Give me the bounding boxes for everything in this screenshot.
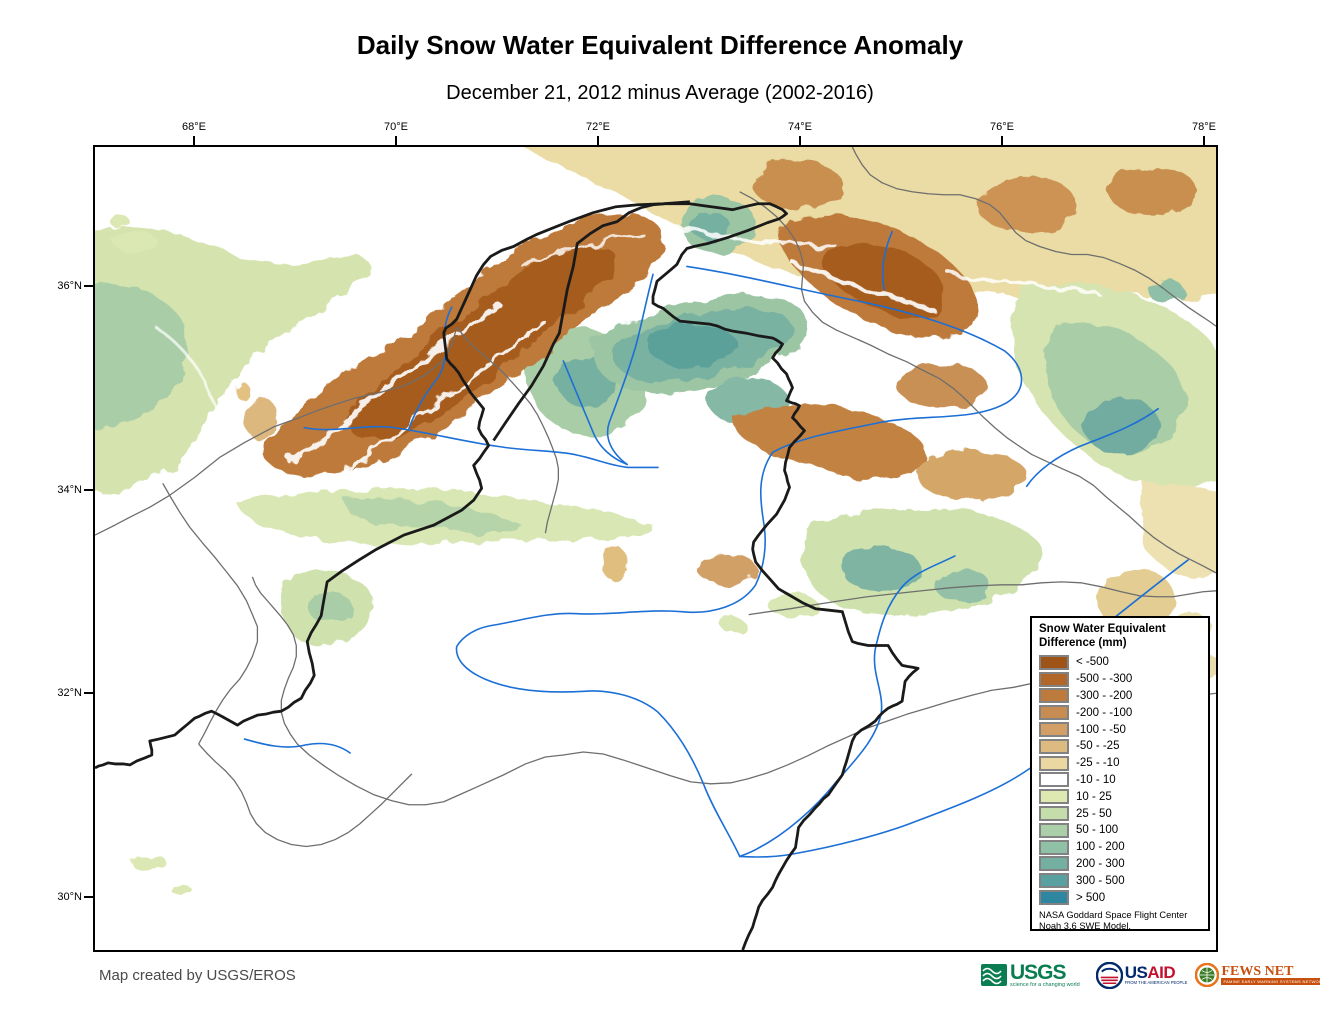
legend-item: 300 - 500 [1039,872,1204,889]
legend-item-label: 10 - 25 [1076,790,1112,803]
legend-item: 25 - 50 [1039,805,1204,822]
usgs-logo-tagline: science for a changing world [1010,981,1080,988]
x-axis-label: 70°E [384,121,408,133]
legend-swatch [1039,722,1069,738]
legend-item: < -500 [1039,654,1204,671]
legend-item-label: 50 - 100 [1076,824,1119,837]
legend-title: Snow Water Equivalent Difference (mm) [1039,623,1166,649]
usaid-logo-text-aid: AID [1147,963,1176,982]
legend: Snow Water Equivalent Difference (mm) < … [1030,616,1210,931]
legend-swatch [1039,738,1069,754]
y-axis-label: 34°N [57,484,82,496]
x-axis-tick [799,136,801,145]
legend-item-label: 200 - 300 [1076,857,1125,870]
x-axis-label: 68°E [182,121,206,133]
usaid-seal-icon [1095,961,1123,989]
x-axis-label: 76°E [990,121,1014,133]
legend-swatch [1039,822,1069,838]
y-axis-label: 30°N [57,891,82,903]
fews-globe-icon [1195,963,1220,987]
map-frame [93,145,1218,952]
page-subtitle: December 21, 2012 minus Average (2002-20… [446,82,874,104]
legend-item: -10 - 10 [1039,772,1204,789]
usgs-wave-icon [981,964,1007,986]
legend-item: > 500 [1039,889,1204,906]
legend-swatch [1039,890,1069,906]
y-axis-tick [84,896,93,898]
page-title: Daily Snow Water Equivalent Difference A… [356,30,964,60]
y-axis-tick [84,489,93,491]
logo-strip: USGS science for a changing world NASA U… [981,954,1320,996]
legend-item-label: -25 - -10 [1076,757,1120,770]
legend-items: < -500 -500 - -300 -300 - -200 -200 - -100 -… [1039,654,1204,906]
legend-swatch [1039,688,1069,704]
legend-item-label: 300 - 500 [1076,874,1125,887]
legend-item: -500 - -300 [1039,671,1204,688]
fews-net-logo-text: FEWS NET [1221,964,1294,979]
legend-swatch [1039,806,1069,822]
legend-swatch [1039,772,1069,788]
legend-item: -100 - -50 [1039,721,1204,738]
y-axis-label: 36°N [57,280,82,292]
map-canvas [95,147,1216,950]
legend-source: NASA Goddard Space Flight Center Noah 3.… [1039,909,1188,931]
fews-net-logo: FEWS NET FAMINE EARLY WARNING SYSTEMS NE… [1195,963,1320,987]
legend-swatch [1039,755,1069,771]
usaid-logo-text-us: US [1124,963,1148,982]
usgs-logo: USGS science for a changing world [981,960,1080,988]
legend-item-label: > 500 [1076,891,1106,904]
legend-swatch [1039,671,1069,687]
legend-item: 100 - 200 [1039,839,1204,856]
legend-item: -300 - -200 [1039,688,1204,705]
legend-item-label: -300 - -200 [1076,689,1133,702]
legend-item-label: -100 - -50 [1076,723,1126,736]
x-axis-label: 78°E [1192,121,1216,133]
legend-item: 50 - 100 [1039,822,1204,839]
y-axis-tick [84,285,93,287]
x-axis-tick [193,136,195,145]
usgs-logo-text: USGS [1010,960,1067,984]
legend-swatch [1039,705,1069,721]
x-axis-label: 74°E [788,121,812,133]
map-credit: Map created by USGS/EROS [99,967,296,984]
legend-item-label: 25 - 50 [1076,807,1112,820]
x-axis-tick [597,136,599,145]
legend-item-label: -200 - -100 [1076,706,1133,719]
x-axis-tick [395,136,397,145]
fews-net-logo-tagline: FAMINE EARLY WARNING SYSTEMS NETWORK [1221,978,1320,985]
legend-item-label: < -500 [1076,656,1109,669]
legend-item: -50 - -25 [1039,738,1204,755]
anomaly-regions [95,147,1216,895]
legend-item: 10 - 25 [1039,788,1204,805]
legend-swatch [1039,654,1069,670]
legend-item: -25 - -10 [1039,755,1204,772]
x-axis-tick [1203,136,1205,145]
legend-item-label: 100 - 200 [1076,841,1125,854]
legend-swatch [1039,789,1069,805]
legend-swatch [1039,856,1069,872]
legend-item-label: -500 - -300 [1076,673,1133,686]
country-borders [95,200,920,950]
legend-item: 200 - 300 [1039,856,1204,873]
legend-swatch [1039,839,1069,855]
usaid-logo: USAID FROM THE AMERICAN PEOPLE [1095,961,1188,989]
y-axis-tick [84,692,93,694]
x-axis-label: 72°E [586,121,610,133]
legend-item-label: -10 - 10 [1076,773,1116,786]
x-axis-tick [1001,136,1003,145]
usaid-logo-tagline: FROM THE AMERICAN PEOPLE [1124,980,1188,985]
legend-swatch [1039,873,1069,889]
legend-item-label: -50 - -25 [1076,740,1120,753]
y-axis-label: 32°N [57,687,82,699]
legend-item: -200 - -100 [1039,704,1204,721]
